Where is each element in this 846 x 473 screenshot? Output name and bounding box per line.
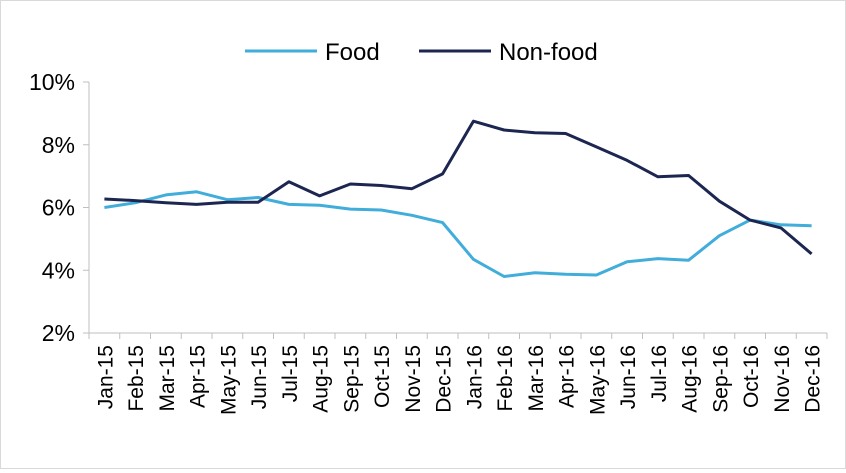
x-tick-label: Oct-16 — [740, 345, 763, 408]
x-tick-label: Sep-16 — [709, 345, 732, 413]
legend-label: Non-food — [499, 39, 598, 66]
x-tick-label: Nov-15 — [402, 345, 425, 413]
y-axis: 2% 4% 6% 8% 10% — [29, 69, 90, 346]
x-tick-label: May-15 — [217, 345, 240, 415]
x-tick-label: Nov-16 — [771, 345, 794, 413]
x-tick-label: Sep-15 — [340, 345, 363, 413]
legend: Food Non-food — [245, 39, 598, 66]
y-tick-label: 4% — [42, 257, 75, 283]
x-tick-label: Apr-16 — [556, 345, 579, 408]
x-tick-label: Aug-16 — [679, 345, 702, 413]
y-tick-label: 6% — [42, 195, 75, 221]
x-tick-label: Aug-15 — [310, 345, 333, 413]
x-tick-label: Feb-16 — [494, 345, 517, 412]
x-tick-label: Apr-15 — [187, 345, 210, 408]
y-tick-label: 2% — [42, 320, 75, 346]
x-tick-label: Jun-16 — [617, 345, 640, 409]
y-tick-label: 10% — [29, 69, 75, 95]
x-tick-label: Jun-15 — [248, 345, 271, 409]
series-line-non-food — [104, 119, 813, 256]
x-tick-label: May-16 — [586, 345, 609, 415]
x-tick-label: Jul-16 — [648, 345, 671, 402]
x-tick-label: Jan-15 — [94, 345, 117, 409]
x-tick-label: Mar-15 — [156, 345, 179, 412]
x-tick-label: Jan-16 — [463, 345, 486, 409]
y-tick-label: 8% — [42, 132, 75, 158]
legend-label: Food — [325, 39, 380, 66]
x-tick-label: Dec-16 — [802, 345, 825, 413]
x-tick-label: Feb-15 — [125, 345, 148, 412]
series-line-food — [104, 190, 812, 278]
x-tick-label: Oct-15 — [371, 345, 394, 408]
x-tick-label: Mar-16 — [525, 345, 548, 412]
x-tick-label: Dec-15 — [433, 345, 456, 413]
x-tick-label: Jul-15 — [279, 345, 302, 402]
x-axis: Jan-15 Feb-15 Mar-15 Apr-15 May-15 Jun-15 Jul-… — [88, 332, 828, 415]
series-layer — [104, 119, 813, 278]
legend-item-non-food: Non-food — [419, 39, 598, 66]
legend-item-food: Food — [245, 39, 380, 66]
